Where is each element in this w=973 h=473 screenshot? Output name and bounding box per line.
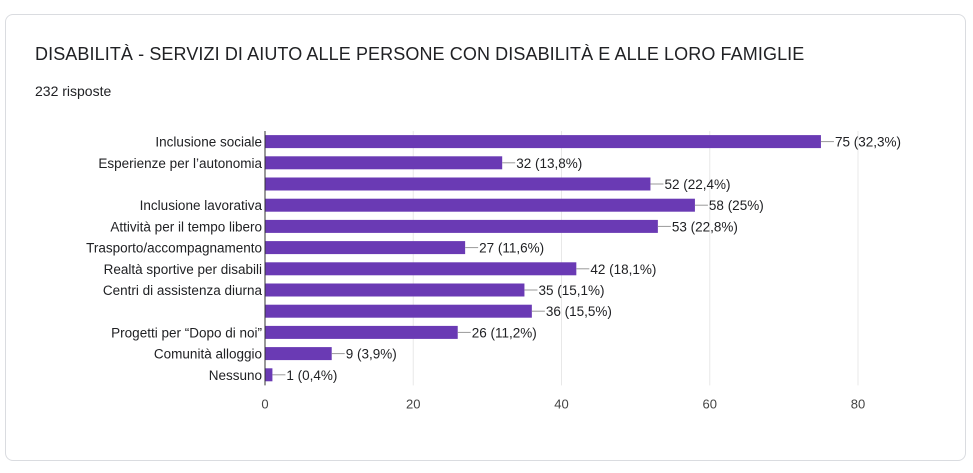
chart-title: DISABILITÀ - SERVIZI DI AIUTO ALLE PERSO… [35, 44, 805, 64]
category-label: Esperienze per l’autonomia [98, 156, 262, 171]
category-label: Inclusione sociale [155, 135, 262, 150]
bar[interactable] [265, 156, 503, 170]
category-label: Comunità alloggio [154, 347, 262, 362]
bar[interactable] [265, 325, 458, 339]
value-label: 35 (15,1%) [538, 283, 604, 298]
bar[interactable] [265, 177, 651, 191]
x-tick-label: 80 [851, 396, 865, 411]
bar[interactable] [265, 198, 695, 212]
response-count: 232 risposte [35, 83, 112, 99]
x-tick-label: 20 [406, 396, 420, 411]
category-label: Centri di assistenza diurna [103, 283, 263, 298]
category-label: Attività per il tempo libero [110, 219, 262, 234]
bar[interactable] [265, 262, 577, 276]
bar[interactable] [265, 368, 273, 382]
x-tick-label: 0 [261, 396, 268, 411]
bar[interactable] [265, 347, 332, 361]
value-label: 32 (13,8%) [516, 156, 582, 171]
value-label: 75 (32,3%) [835, 135, 901, 150]
value-label: 53 (22,8%) [672, 219, 738, 234]
x-tick-label: 40 [554, 396, 568, 411]
bar[interactable] [265, 135, 821, 149]
gridlines [412, 131, 859, 386]
value-label: 36 (15,5%) [546, 304, 612, 319]
value-label: 58 (25%) [709, 198, 764, 213]
category-label: Inclusione lavorativa [140, 198, 263, 213]
bars [265, 135, 821, 382]
category-label: Progetti per “Dopo di noi” [111, 325, 262, 340]
category-label: Trasporto/accompagnamento [86, 241, 262, 256]
axes: 0 20 40 60 80 Inclusione sociale 75 (32,3%) Esp… [86, 131, 901, 411]
bar[interactable] [265, 219, 658, 233]
bar[interactable] [265, 241, 466, 255]
value-label: 52 (22,4%) [664, 177, 730, 192]
chart-card [5, 14, 966, 461]
value-label: 42 (18,1%) [590, 262, 656, 277]
value-label: 9 (3,9%) [346, 347, 397, 362]
value-label: 1 (0,4%) [286, 368, 337, 383]
value-label: 27 (11,6%) [479, 241, 544, 256]
value-label: 26 (11,2%) [472, 325, 537, 340]
category-label: Nessuno [209, 368, 262, 383]
bar[interactable] [265, 283, 525, 297]
category-label: Realtà sportive per disabili [104, 262, 262, 277]
x-tick-label: 60 [703, 396, 717, 411]
bar[interactable] [265, 304, 532, 318]
